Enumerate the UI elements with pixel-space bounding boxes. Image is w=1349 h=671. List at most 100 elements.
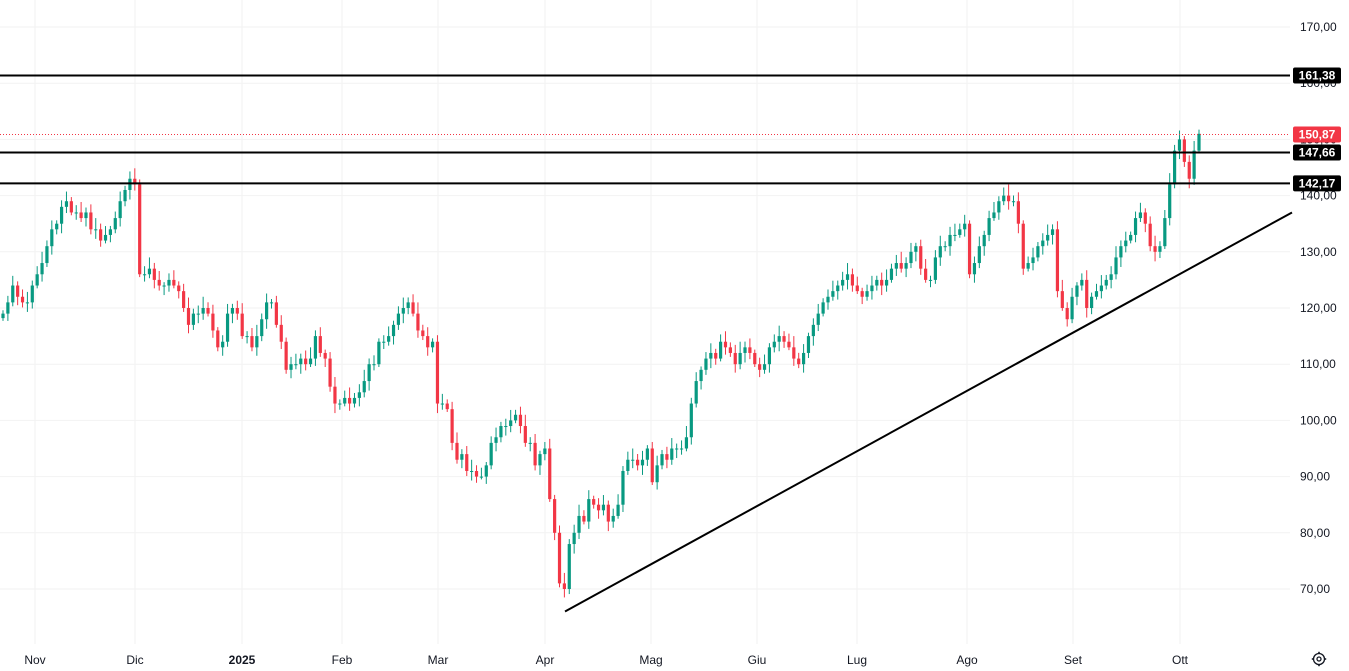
candle-body	[289, 364, 293, 370]
candle-body	[445, 403, 449, 410]
candle-body	[435, 341, 440, 404]
x-tick-label: Mag	[639, 653, 662, 667]
candle-body	[74, 212, 78, 214]
candle-body	[377, 341, 381, 365]
candle-body	[103, 234, 108, 241]
candle-body	[640, 459, 645, 466]
candle-body	[811, 324, 815, 337]
candle-body	[1041, 240, 1045, 247]
candle-body	[421, 330, 425, 337]
candle-body	[1002, 195, 1006, 202]
candle-body	[567, 544, 571, 589]
candle-body	[235, 308, 239, 314]
candle-body	[411, 302, 415, 314]
candle-body	[723, 341, 728, 348]
candle-body	[616, 504, 620, 516]
candle-body	[1168, 184, 1172, 219]
gear-icon[interactable]	[1310, 650, 1328, 668]
candle-body	[1036, 246, 1040, 258]
candle-body	[299, 358, 303, 365]
candle-body	[396, 313, 401, 325]
candle-body	[909, 251, 913, 264]
candle-body	[845, 274, 850, 280]
y-tick-label: 140,00	[1300, 189, 1337, 203]
candle-body	[782, 336, 786, 342]
candle-body	[89, 212, 93, 230]
candle-body	[904, 263, 908, 269]
candle-body	[123, 189, 127, 202]
candle-body	[1031, 257, 1035, 264]
candle-body	[94, 229, 98, 231]
time-axis[interactable]: Nov Dic 2025 Feb Mar Apr Mag Giu Lug Ago Set Ott	[24, 653, 1188, 667]
price-tags: 161,38 147,66 142,17 150,87	[1293, 67, 1341, 192]
candle-body	[1192, 150, 1196, 179]
trendline	[564, 211, 1293, 613]
last-price-tag-bg	[1293, 126, 1341, 143]
candle-body	[494, 437, 498, 443]
price-axis[interactable]: 70,00 80,00 90,00 100,00 110,00 120,00 130,00 1…	[1300, 20, 1337, 596]
candle-body	[343, 397, 347, 404]
candle-body	[318, 336, 322, 353]
candle-body	[816, 313, 820, 325]
candle-body	[1070, 296, 1074, 320]
candle-body	[167, 279, 171, 286]
candle-body	[1016, 201, 1020, 224]
candle-body	[548, 448, 552, 500]
candle-body	[284, 341, 288, 370]
candle-body	[367, 364, 371, 382]
candle-body	[987, 218, 991, 235]
candle-body	[1114, 257, 1118, 275]
candle-body	[762, 364, 767, 370]
candle-body	[333, 386, 337, 404]
x-tick-label: Nov	[24, 653, 45, 667]
candle-body	[489, 442, 493, 466]
candle-body	[142, 274, 147, 276]
candle-body	[865, 291, 869, 297]
x-tick-label: Ago	[956, 653, 978, 667]
candle-body	[177, 285, 181, 292]
level-tag-bg	[1293, 175, 1341, 192]
candle-body	[655, 465, 659, 483]
candle-body	[1129, 234, 1133, 241]
candle-body	[1163, 218, 1167, 247]
candle-body	[362, 381, 366, 393]
candle-body	[99, 229, 103, 241]
candle-body	[596, 504, 601, 511]
y-tick-label: 80,00	[1300, 526, 1330, 540]
candle-body	[55, 223, 59, 230]
candle-body	[1021, 223, 1025, 269]
candle-body	[64, 201, 69, 207]
candle-body	[20, 296, 25, 303]
candle-body	[831, 291, 835, 297]
candle-body	[274, 302, 278, 325]
candle-body	[382, 341, 386, 343]
candle-body	[880, 279, 884, 286]
level-tag: 142,17	[1299, 176, 1336, 190]
candle-body	[186, 308, 191, 325]
candle-body	[1065, 308, 1069, 320]
candle-body	[894, 263, 898, 269]
candle-body	[1138, 212, 1143, 219]
candle-body	[557, 532, 562, 584]
candle-body	[948, 234, 952, 247]
candlestick-series	[1, 129, 1201, 598]
candle-body	[650, 448, 654, 483]
candle-body	[748, 347, 752, 353]
candle-body	[372, 364, 376, 366]
candle-body	[611, 515, 615, 522]
candle-body	[958, 229, 962, 235]
candle-body	[523, 426, 527, 443]
candle-body	[304, 358, 308, 365]
y-tick-label: 110,00	[1300, 357, 1336, 371]
candle-body	[645, 448, 649, 460]
candle-body	[919, 246, 923, 269]
candle-body	[118, 201, 122, 219]
candle-body	[196, 313, 200, 315]
level-tag: 147,66	[1299, 146, 1336, 160]
candle-body	[279, 324, 283, 342]
candle-body	[963, 223, 967, 230]
candle-body	[689, 403, 693, 438]
candle-body	[601, 504, 606, 511]
candle-body	[1172, 150, 1177, 185]
